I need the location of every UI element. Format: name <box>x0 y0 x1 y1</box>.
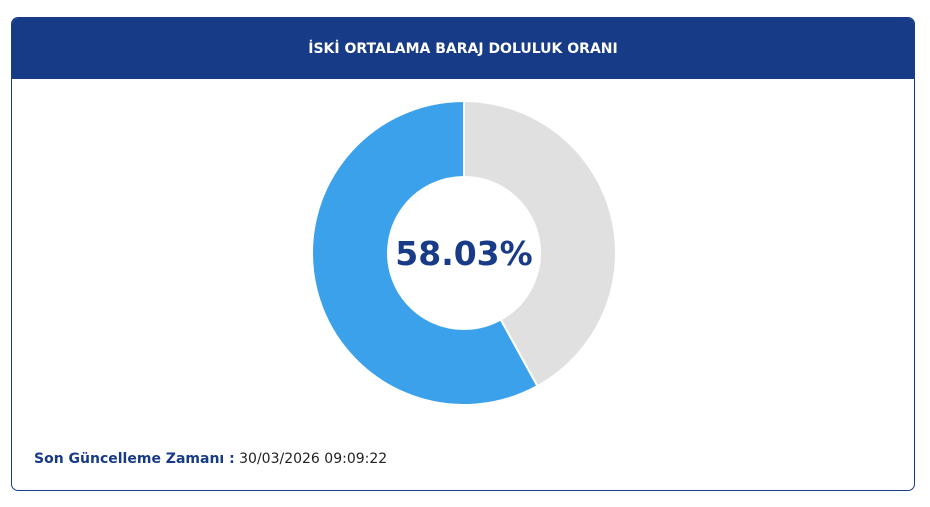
card: İSKİ ORTALAMA BARAJ DOLULUK ORANI Son Gü… <box>11 17 915 491</box>
update-time: Son Güncelleme Zamanı : 30/03/2026 09:09… <box>34 451 387 467</box>
card-header: İSKİ ORTALAMA BARAJ DOLULUK ORANI <box>12 18 914 79</box>
center-label: 58.03% <box>395 234 532 273</box>
donut-segment <box>463 99 617 388</box>
update-value: 30/03/2026 09:09:22 <box>239 451 388 467</box>
chart-title: İSKİ ORTALAMA BARAJ DOLULUK ORANI <box>308 40 618 57</box>
update-label: Son Güncelleme Zamanı : <box>34 451 235 467</box>
donut-segment <box>311 99 539 406</box>
